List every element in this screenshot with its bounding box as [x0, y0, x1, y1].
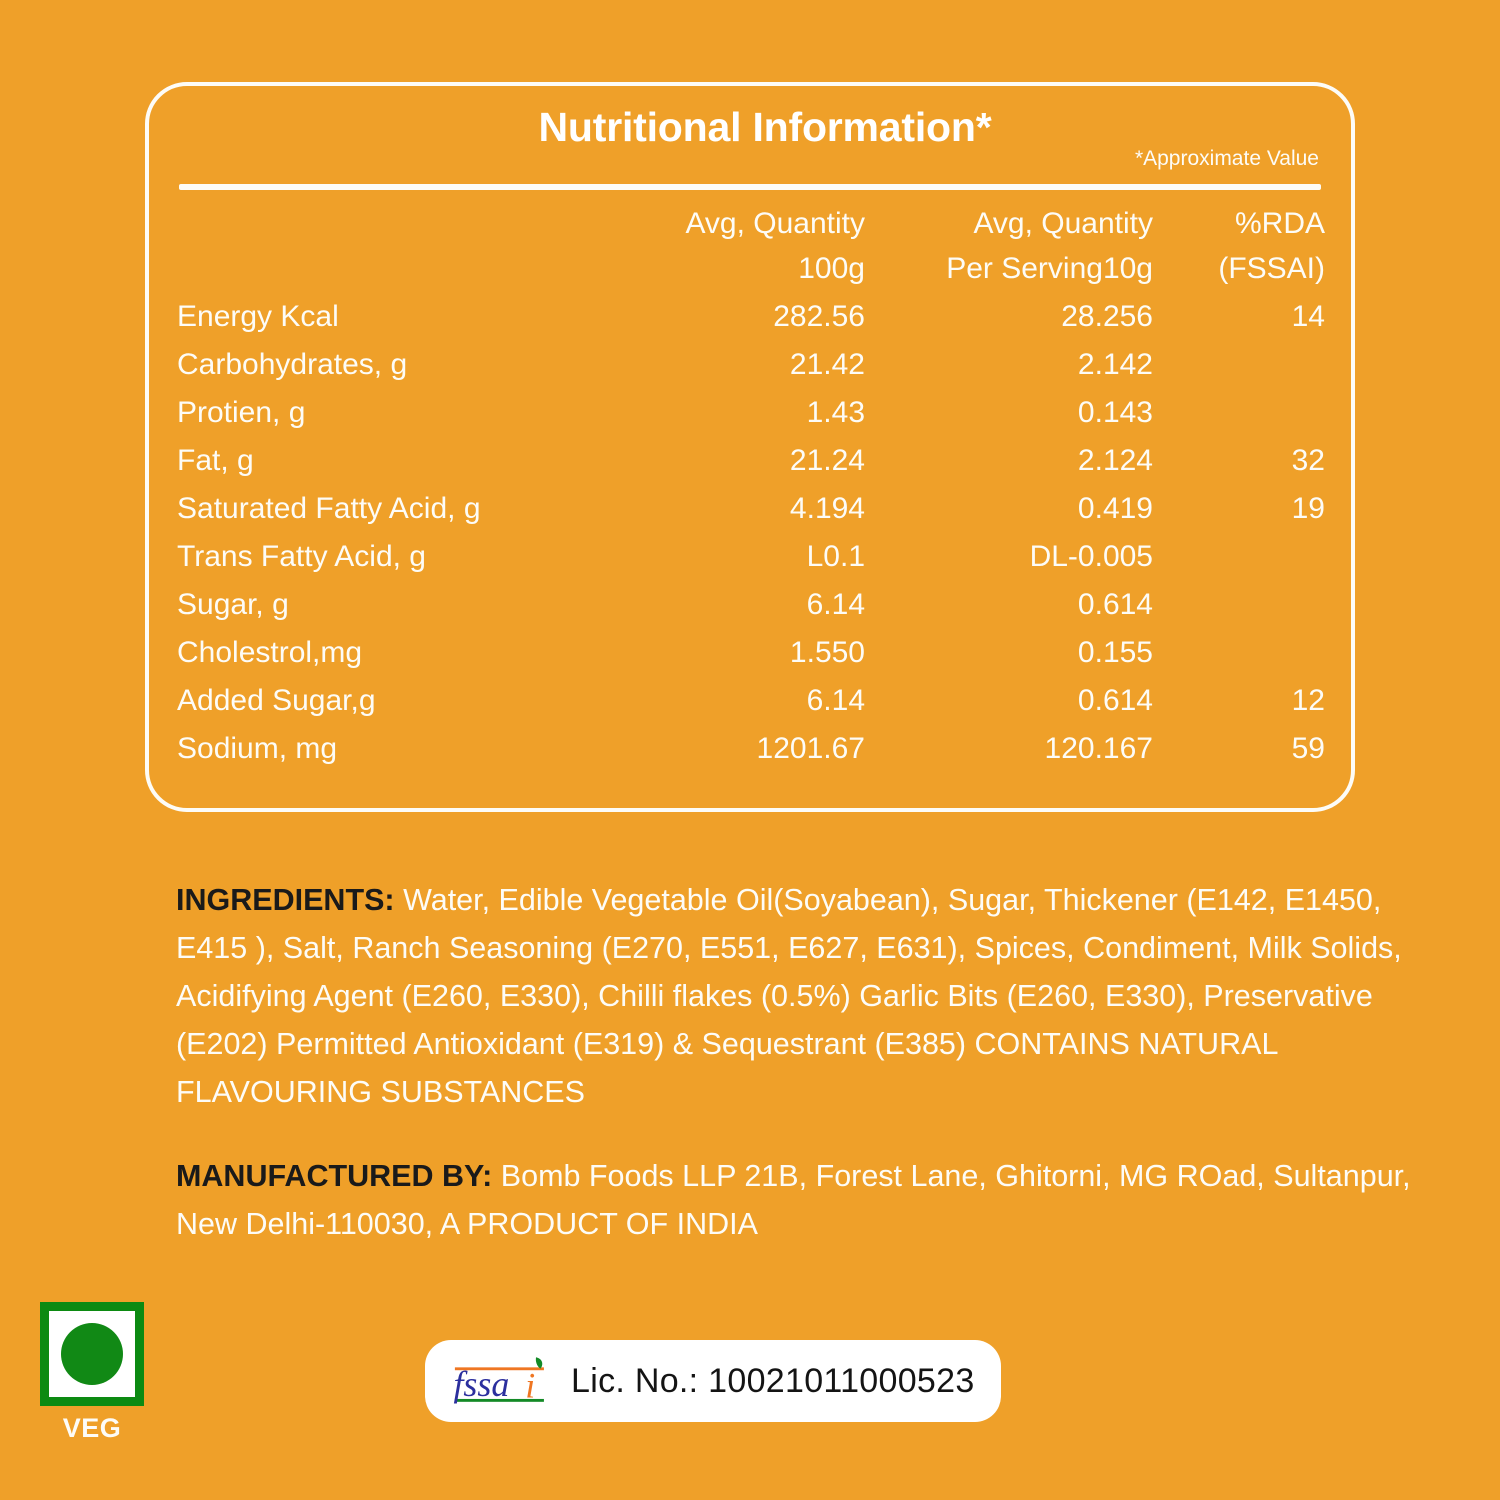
column-header-per-100g-line2: 100g	[798, 252, 865, 285]
nutrient-per-100g: 282.56	[773, 300, 865, 333]
nutrient-rda: 19	[1291, 492, 1325, 525]
nutrient-rda: 12	[1291, 684, 1325, 717]
ingredients-text: Water, Edible Vegetable Oil(Soyabean), S…	[176, 883, 1402, 1109]
svg-text:i: i	[525, 1366, 535, 1406]
nutrient-per-100g: 1.550	[789, 636, 865, 669]
nutrient-name: Energy Kcal	[177, 300, 339, 333]
nutrient-rda: 59	[1291, 732, 1325, 765]
nutrient-name: Fat, g	[177, 444, 254, 477]
nutrient-rda	[1153, 389, 1325, 437]
column-header-nutrient	[177, 201, 597, 293]
column-header-per-serving-line2: Per Serving10g	[946, 252, 1153, 285]
veg-mark: VEG	[40, 1302, 152, 1444]
fssai-license-number: Lic. No.: 10021011000523	[571, 1361, 975, 1400]
nutrient-per-serving: 0.419	[1077, 492, 1153, 525]
table-row: Sugar, g 6.14 0.614	[177, 581, 1325, 629]
approximate-value-note: *Approximate Value	[1134, 147, 1319, 170]
fssai-logo-icon: fssa i	[453, 1357, 544, 1406]
column-header-per-serving-line1: Avg, Quantity	[973, 207, 1153, 240]
table-header-row: Avg, Quantity 100g Avg, Quantity Per Ser…	[177, 201, 1325, 293]
column-header-per-100g-line1: Avg, Quantity	[685, 207, 865, 240]
veg-mark-label: VEG	[62, 1413, 122, 1443]
nutrient-name: Cholestrol,mg	[177, 636, 363, 669]
column-header-per-serving: Avg, Quantity Per Serving10g	[865, 201, 1153, 293]
column-header-rda-line1: %RDA	[1234, 207, 1325, 240]
table-row: Protien, g 1.43 0.143	[177, 389, 1325, 437]
manufacturer-block: MANUFACTURED BY: Bomb Foods LLP 21B, For…	[176, 1152, 1426, 1248]
nutrient-per-100g: 21.24	[789, 444, 865, 477]
nutrient-per-100g: 21.42	[789, 348, 865, 381]
nutrient-rda: 32	[1291, 444, 1325, 477]
nutrient-name: Protien, g	[177, 396, 306, 429]
nutrient-per-serving: DL-0.005	[1029, 540, 1153, 573]
table-row: Fat, g 21.24 2.124 32	[177, 437, 1325, 485]
nutrient-per-100g: 1201.67	[756, 732, 865, 765]
nutrient-rda	[1153, 533, 1325, 581]
nutrient-per-serving: 0.143	[1077, 396, 1153, 429]
nutrient-rda: 14	[1291, 300, 1325, 333]
nutrient-per-100g: 6.14	[806, 588, 865, 621]
column-header-rda-line2: (FSSAI)	[1218, 252, 1325, 285]
nutrient-rda	[1153, 581, 1325, 629]
fssai-license-badge: fssa i Lic. No.: 10021011000523	[425, 1340, 1001, 1422]
nutrient-per-100g: 4.194	[789, 492, 865, 525]
table-row: Carbohydrates, g 21.42 2.142	[177, 341, 1325, 389]
column-header-rda: %RDA (FSSAI)	[1153, 201, 1325, 293]
ingredients-block: INGREDIENTS: Water, Edible Vegetable Oil…	[176, 876, 1426, 1116]
manufacturer-text: Bomb Foods LLP 21B, Forest Lane, Ghitorn…	[176, 1159, 1411, 1241]
column-header-per-100g: Avg, Quantity 100g	[597, 201, 865, 293]
nutrient-per-serving: 0.155	[1077, 636, 1153, 669]
nutrient-per-100g: L0.1	[806, 540, 865, 573]
nutrient-per-serving: 120.167	[1044, 732, 1153, 765]
nutrient-per-100g: 1.43	[806, 396, 865, 429]
nutrition-information-panel: Nutritional Information* *Approximate Va…	[145, 82, 1355, 812]
page-title: Nutritional Information*	[538, 104, 992, 150]
nutrition-table-body: Energy Kcal 282.56 28.256 14 Carbohydrat…	[177, 293, 1325, 773]
nutrient-per-100g: 6.14	[806, 684, 865, 717]
svg-text:fssa: fssa	[453, 1364, 509, 1404]
nutrient-per-serving: 2.124	[1077, 444, 1153, 477]
nutrient-name: Sodium, mg	[177, 732, 338, 765]
nutrient-per-serving: 2.142	[1077, 348, 1153, 381]
table-row: Energy Kcal 282.56 28.256 14	[177, 293, 1325, 341]
nutrition-table: Avg, Quantity 100g Avg, Quantity Per Ser…	[177, 201, 1325, 773]
table-row: Saturated Fatty Acid, g 4.194 0.419 19	[177, 485, 1325, 533]
nutrient-name: Carbohydrates, g	[177, 348, 408, 381]
manufacturer-label: MANUFACTURED BY:	[176, 1159, 493, 1193]
nutrient-per-serving: 28.256	[1061, 300, 1153, 333]
nutrient-per-serving: 0.614	[1077, 588, 1153, 621]
nutrient-name: Sugar, g	[177, 588, 289, 621]
nutrient-name: Added Sugar,g	[177, 684, 376, 717]
table-row: Trans Fatty Acid, g L0.1 DL-0.005	[177, 533, 1325, 581]
ingredients-label: INGREDIENTS:	[176, 883, 395, 917]
veg-dot-icon	[40, 1302, 144, 1406]
header-divider	[179, 184, 1321, 190]
nutrient-name: Saturated Fatty Acid, g	[177, 492, 481, 525]
nutrient-rda	[1153, 341, 1325, 389]
nutrient-per-serving: 0.614	[1077, 684, 1153, 717]
nutrient-rda	[1153, 629, 1325, 677]
table-row: Sodium, mg 1201.67 120.167 59	[177, 725, 1325, 773]
veg-dot-inner	[61, 1323, 123, 1385]
table-row: Added Sugar,g 6.14 0.614 12	[177, 677, 1325, 725]
nutrient-name: Trans Fatty Acid, g	[177, 540, 426, 573]
table-row: Cholestrol,mg 1.550 0.155	[177, 629, 1325, 677]
